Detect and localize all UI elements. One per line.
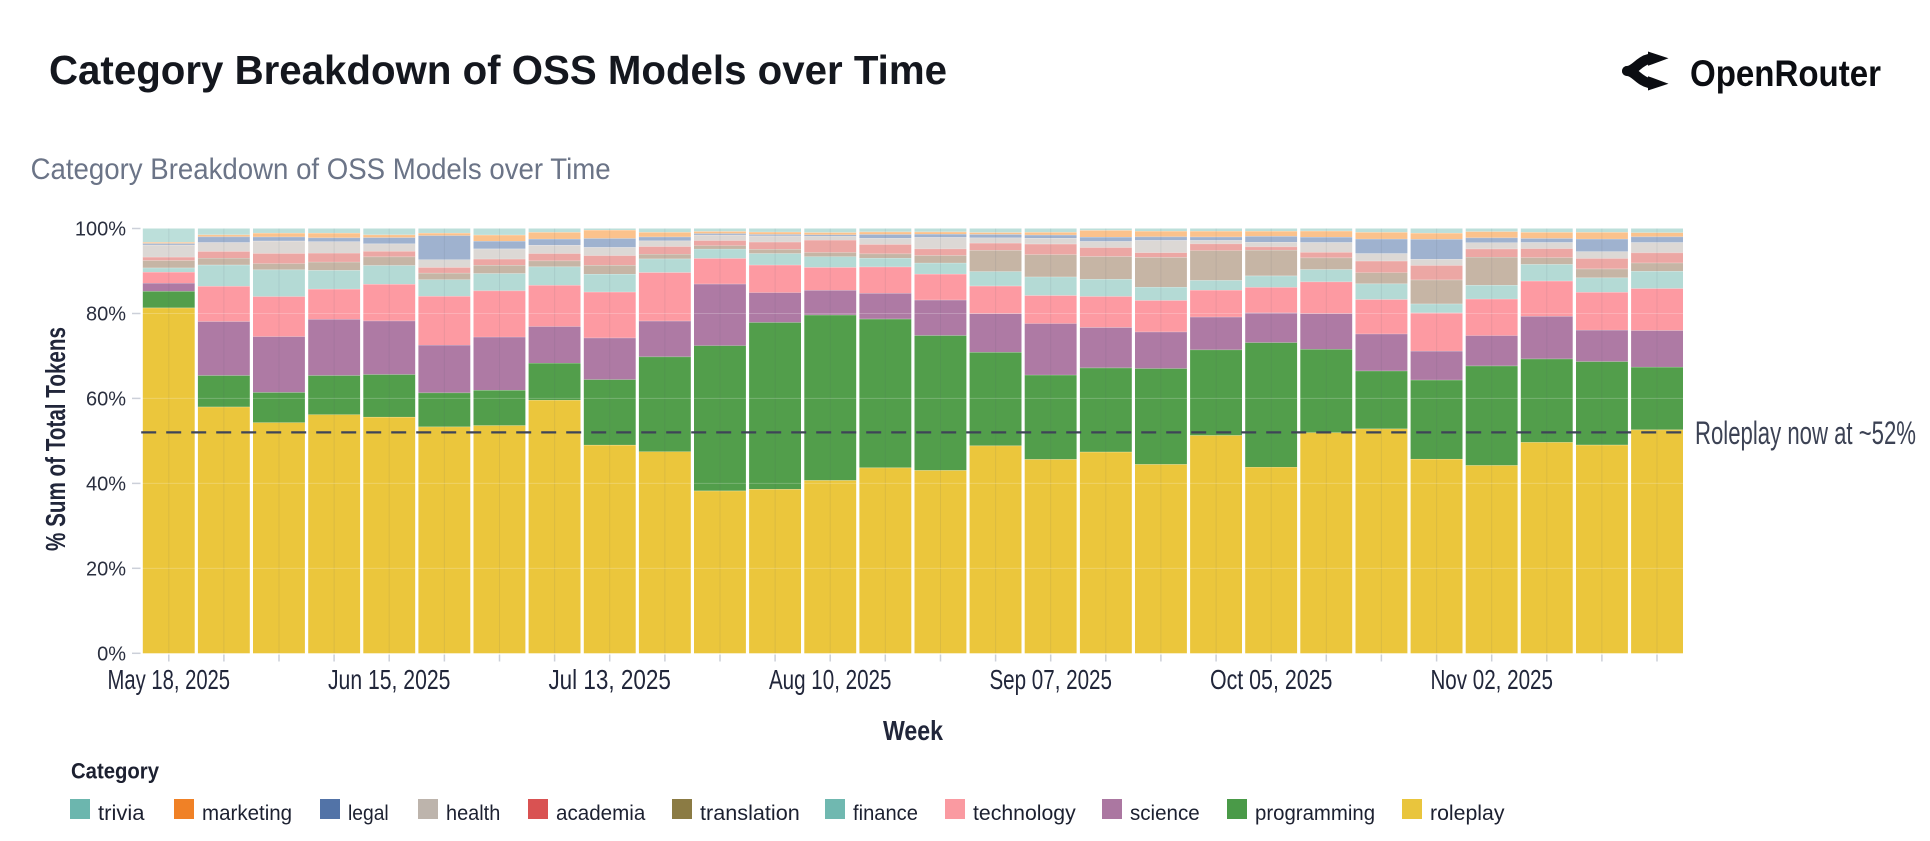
svg-text:May 18, 2025: May 18, 2025 xyxy=(108,664,231,695)
svg-text:% Sum of Total Tokens: % Sum of Total Tokens xyxy=(40,327,71,551)
svg-text:legal: legal xyxy=(348,802,389,825)
svg-text:finance: finance xyxy=(853,802,918,825)
svg-text:academia: academia xyxy=(556,802,646,825)
svg-text:60%: 60% xyxy=(86,388,126,410)
svg-text:marketing: marketing xyxy=(202,802,292,825)
svg-text:0%: 0% xyxy=(97,643,126,665)
svg-text:roleplay: roleplay xyxy=(1430,802,1505,825)
svg-text:translation: translation xyxy=(700,802,800,825)
svg-text:programming: programming xyxy=(1255,802,1375,825)
svg-text:100%: 100% xyxy=(75,219,126,241)
svg-text:Category Breakdown of OSS Mode: Category Breakdown of OSS Models over Ti… xyxy=(49,47,947,93)
svg-text:Jul 13, 2025: Jul 13, 2025 xyxy=(548,664,671,695)
svg-text:Aug 10, 2025: Aug 10, 2025 xyxy=(769,664,892,695)
svg-text:technology: technology xyxy=(973,802,1076,825)
svg-text:OpenRouter: OpenRouter xyxy=(1690,53,1881,94)
svg-text:20%: 20% xyxy=(86,558,126,580)
svg-text:Nov 02, 2025: Nov 02, 2025 xyxy=(1430,664,1553,695)
svg-text:40%: 40% xyxy=(86,473,126,495)
svg-text:Oct 05, 2025: Oct 05, 2025 xyxy=(1210,664,1333,695)
svg-text:80%: 80% xyxy=(86,304,126,326)
svg-text:Week: Week xyxy=(883,715,943,746)
svg-text:Sep 07, 2025: Sep 07, 2025 xyxy=(989,664,1112,695)
svg-text:Roleplay now at ~52%: Roleplay now at ~52% xyxy=(1695,415,1916,451)
svg-text:Jun 15, 2025: Jun 15, 2025 xyxy=(328,664,451,695)
svg-text:trivia: trivia xyxy=(98,802,145,825)
svg-text:Category: Category xyxy=(71,759,160,784)
svg-text:health: health xyxy=(446,802,500,825)
svg-text:Category Breakdown of OSS Mode: Category Breakdown of OSS Models over Ti… xyxy=(31,153,611,186)
svg-text:science: science xyxy=(1130,802,1200,825)
